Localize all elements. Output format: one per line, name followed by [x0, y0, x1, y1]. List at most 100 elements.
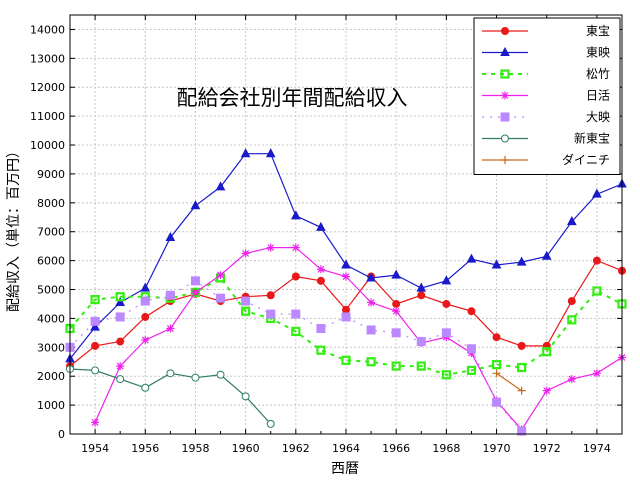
- legend-label: 日活: [586, 89, 610, 103]
- legend-swatch-marker: [501, 91, 509, 100]
- data-point: [542, 347, 552, 357]
- data-point: [165, 290, 175, 300]
- data-point: [366, 272, 376, 282]
- data-point: [141, 383, 150, 392]
- data-point: [140, 296, 150, 306]
- data-point: [115, 296, 126, 307]
- data-point: [141, 312, 150, 321]
- data-point: [191, 373, 200, 382]
- x-tick-label: 1974: [583, 442, 611, 455]
- series-6: [492, 369, 526, 395]
- y-tick-label: 1000: [37, 399, 65, 412]
- series-line: [94, 247, 623, 431]
- ticks: 0 1000 2000 3000 4000 5000 6000 7000 8000 9000 100…: [30, 15, 623, 455]
- series-4: [65, 276, 527, 436]
- y-tick-label: 3000: [37, 341, 65, 354]
- data-point: [316, 221, 326, 231]
- data-point: [241, 306, 251, 316]
- data-point: [341, 312, 351, 322]
- data-point: [391, 328, 401, 338]
- x-tick-label: 1962: [282, 442, 310, 455]
- data-point: [241, 249, 250, 258]
- y-tick-label: 12000: [30, 81, 65, 94]
- data-point: [466, 344, 476, 354]
- data-point: [116, 337, 125, 346]
- data-point: [265, 148, 276, 158]
- data-point: [316, 324, 326, 334]
- y-tick-label: 13000: [30, 52, 65, 65]
- data-point: [291, 309, 301, 319]
- x-tick-label: 1960: [232, 442, 260, 455]
- data-point: [240, 148, 251, 158]
- legend-box: [473, 17, 621, 175]
- y-tick-label: 8000: [37, 197, 65, 210]
- data-point: [492, 397, 502, 407]
- data-point: [441, 328, 451, 338]
- data-point: [266, 309, 276, 319]
- y-axis-label: 配給収入（単位：百万円）: [6, 144, 22, 312]
- x-tick-label: 1958: [181, 442, 209, 455]
- data-point: [190, 276, 200, 286]
- legend-item-5: 新東宝: [482, 131, 610, 146]
- data-point: [341, 259, 351, 269]
- legend-swatch-marker: [500, 69, 510, 79]
- data-point: [266, 243, 275, 252]
- y-tick-label: 6000: [37, 255, 65, 268]
- data-point: [592, 256, 601, 265]
- data-point: [491, 259, 502, 269]
- data-point: [291, 326, 301, 337]
- y-tick-label: 0: [58, 428, 65, 441]
- data-point: [291, 243, 300, 252]
- data-point: [241, 296, 251, 306]
- data-point: [316, 345, 326, 355]
- y-tick-label: 10000: [30, 139, 65, 152]
- x-tick-label: 1970: [483, 442, 511, 455]
- data-point: [91, 366, 100, 375]
- y-tick-label: 11000: [30, 110, 65, 123]
- data-point: [266, 291, 275, 300]
- x-tick-label: 1964: [332, 442, 360, 455]
- data-point: [592, 286, 602, 296]
- data-point: [366, 357, 376, 367]
- data-point: [492, 333, 501, 342]
- data-point: [416, 337, 426, 347]
- data-point: [115, 292, 125, 302]
- data-point: [416, 282, 427, 292]
- x-tick-label: 1956: [131, 442, 159, 455]
- data-point: [91, 418, 100, 427]
- data-point: [166, 369, 175, 378]
- legend-item-0: 東宝: [482, 24, 610, 38]
- legend-label: 大映: [586, 110, 610, 124]
- plot-frame: [69, 14, 623, 435]
- series-line: [496, 372, 522, 392]
- x-tick-label: 1954: [81, 442, 109, 455]
- legend-item-1: 東映: [482, 46, 610, 60]
- data-point: [316, 276, 325, 285]
- legend-item-2: 松竹: [482, 67, 610, 81]
- series-layer: [65, 148, 627, 436]
- data-point: [517, 341, 526, 350]
- data-point: [116, 375, 125, 384]
- legend-item-3: 日活: [482, 89, 610, 103]
- legend-swatch-marker: [501, 134, 509, 143]
- legend-label: 松竹: [586, 67, 610, 81]
- y-tick-label: 14000: [30, 23, 65, 36]
- legend-label: ダイニチ: [562, 152, 610, 167]
- data-point: [266, 419, 275, 428]
- data-point: [516, 256, 527, 266]
- data-point: [190, 200, 201, 210]
- data-point: [166, 324, 175, 333]
- legend-swatch-marker: [501, 27, 509, 35]
- data-point: [466, 253, 477, 263]
- y-tick-label: 9000: [37, 168, 65, 181]
- data-point: [342, 305, 350, 314]
- data-point: [215, 181, 226, 191]
- data-point: [191, 288, 200, 297]
- data-point: [567, 375, 576, 384]
- y-tick-label: 4000: [37, 312, 65, 325]
- legend-item-4: 大映: [482, 110, 610, 124]
- data-point: [165, 231, 176, 242]
- data-point: [116, 362, 125, 371]
- x-axis-label: 西暦: [331, 461, 359, 477]
